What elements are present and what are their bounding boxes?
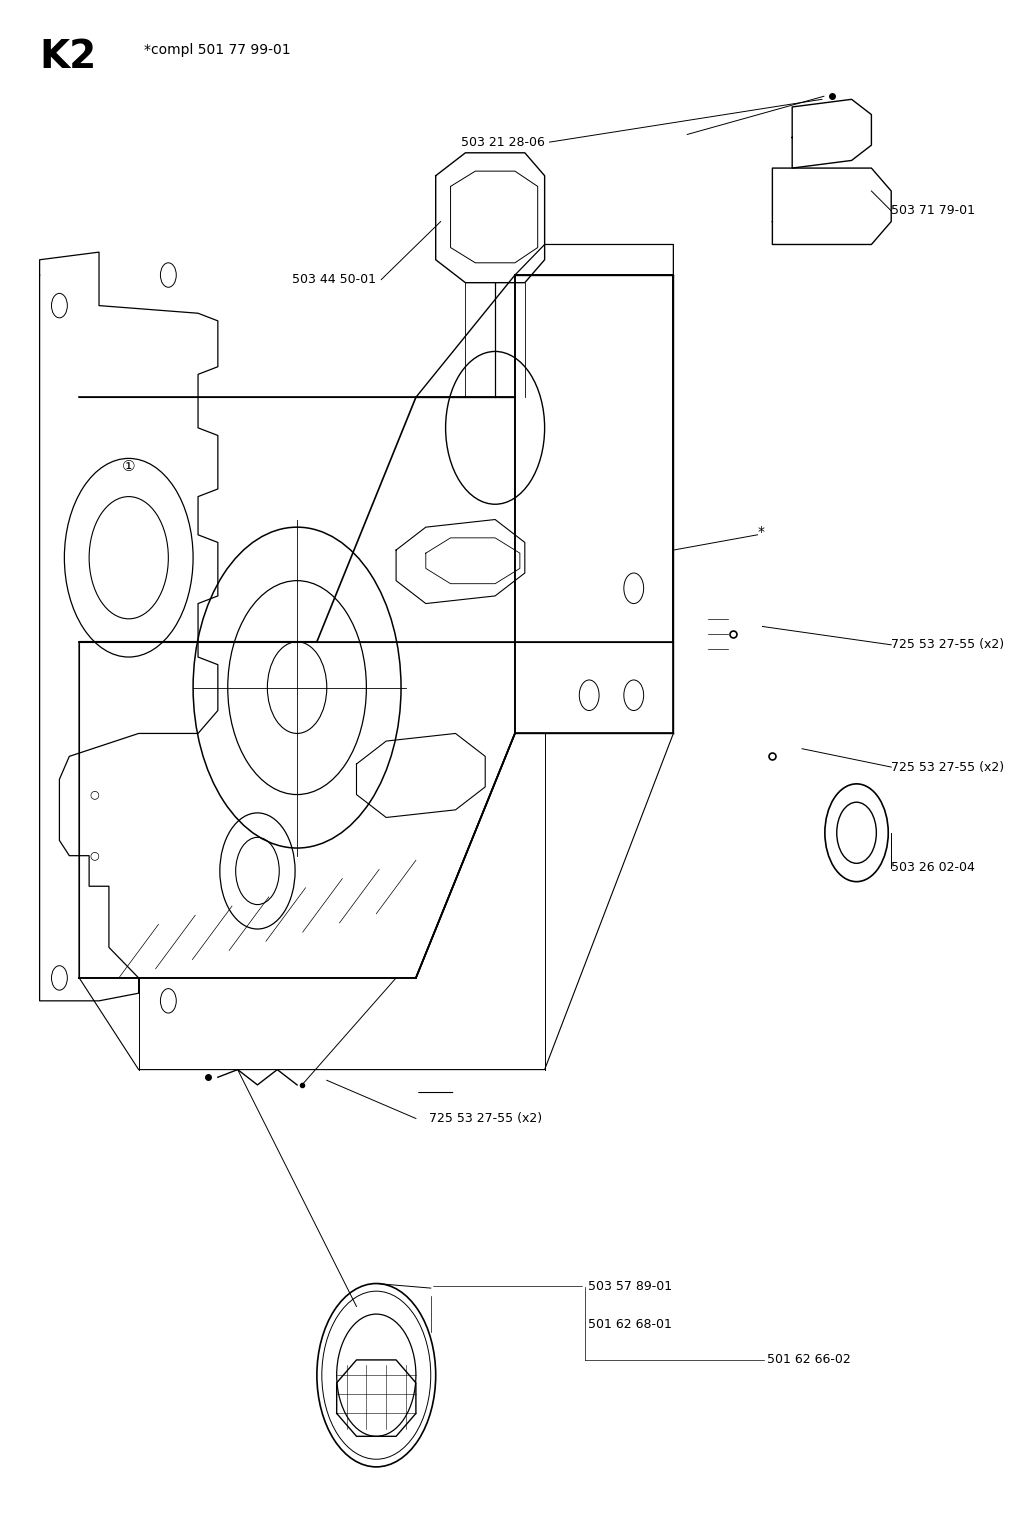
Text: ○: ○	[89, 851, 99, 860]
Text: 725 53 27-55 (x2): 725 53 27-55 (x2)	[891, 761, 1005, 773]
Text: 725 53 27-55 (x2): 725 53 27-55 (x2)	[429, 1112, 542, 1125]
Text: ○: ○	[89, 790, 99, 799]
Text: K2: K2	[40, 38, 97, 76]
Text: 501 62 68-01: 501 62 68-01	[588, 1319, 672, 1331]
Text: ①: ①	[122, 458, 135, 474]
Text: 503 57 89-01: 503 57 89-01	[588, 1280, 673, 1293]
Text: 503 26 02-04: 503 26 02-04	[891, 862, 975, 874]
Text: *compl 501 77 99-01: *compl 501 77 99-01	[143, 43, 290, 57]
Text: 501 62 66-02: 501 62 66-02	[767, 1354, 851, 1366]
Text: 725 53 27-55 (x2): 725 53 27-55 (x2)	[891, 639, 1005, 651]
Text: 503 71 79-01: 503 71 79-01	[891, 205, 975, 217]
Text: *: *	[758, 524, 765, 539]
Text: 503 44 50-01: 503 44 50-01	[292, 274, 376, 286]
Text: 503 21 28-06: 503 21 28-06	[461, 136, 545, 148]
